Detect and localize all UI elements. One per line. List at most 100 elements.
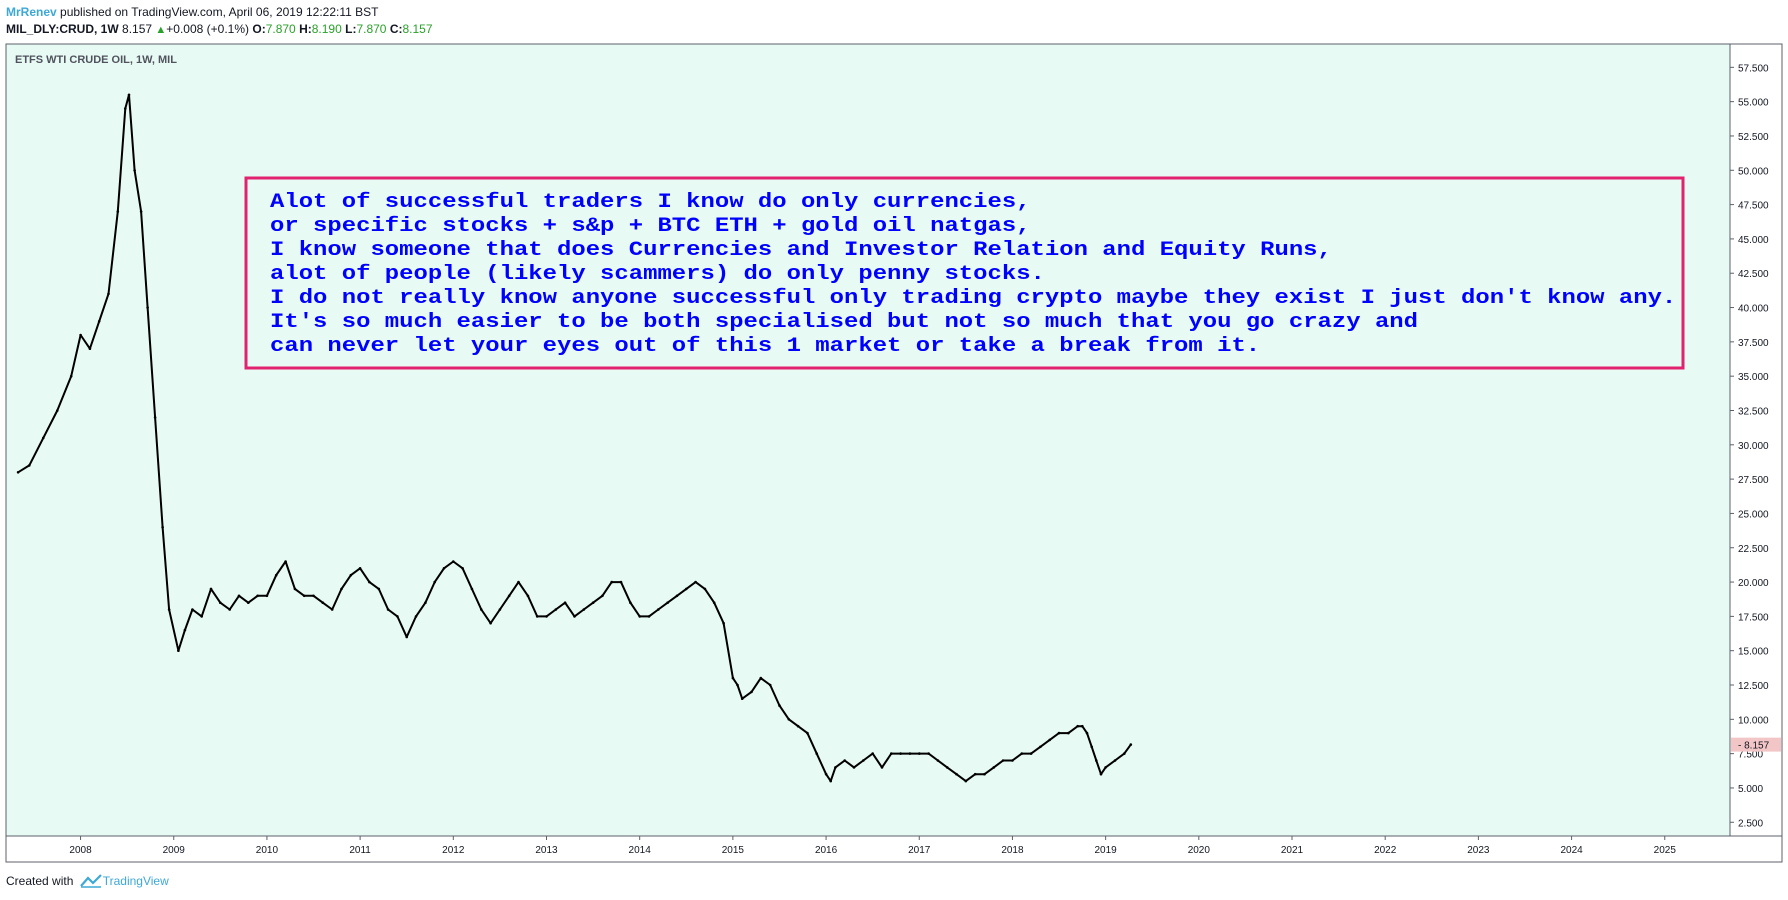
annotation-line: I know someone that does Currencies and … xyxy=(270,239,1332,262)
annotation-line: It's so much easier to be both specialis… xyxy=(270,311,1418,334)
high-value: 8.190 xyxy=(311,22,342,36)
annotation-box[interactable] xyxy=(244,176,1685,370)
price-point xyxy=(759,676,763,680)
time-tick-label: 2010 xyxy=(256,845,279,856)
annotation-line: Alot of successful traders I know do onl… xyxy=(270,191,1031,214)
last-price-tag: - 8.157 xyxy=(1731,737,1781,752)
price-point xyxy=(167,608,171,611)
price-point xyxy=(750,690,753,694)
price-point xyxy=(349,573,353,577)
price-tick-label: 47.500 xyxy=(1738,201,1769,212)
price-point xyxy=(28,464,31,467)
price-point xyxy=(666,601,669,604)
price-point xyxy=(964,779,968,783)
high-label: H: xyxy=(299,22,312,36)
price-point xyxy=(591,601,595,604)
price-point xyxy=(554,608,558,611)
price-point xyxy=(507,594,511,598)
created-with: Created with xyxy=(6,874,74,888)
time-tick-label: 2022 xyxy=(1374,845,1397,856)
price-point xyxy=(183,628,187,632)
price-point xyxy=(133,169,136,172)
price-point xyxy=(139,210,143,213)
price-point xyxy=(629,601,632,604)
price-point xyxy=(16,471,20,474)
price-point xyxy=(768,683,772,687)
price-point xyxy=(545,615,548,618)
price-tick-label: 7.500 xyxy=(1738,750,1763,761)
price-point xyxy=(1129,743,1133,746)
price-point xyxy=(703,587,707,591)
price-point xyxy=(191,608,194,611)
price-point xyxy=(146,306,149,309)
symbol-label: MIL_DLY:CRUD, 1W xyxy=(6,22,119,36)
price-point xyxy=(302,594,306,598)
plot-area[interactable] xyxy=(5,43,1731,837)
price-point xyxy=(834,766,837,769)
annotation-line: or specific stocks + s&p + BTC ETH + gol… xyxy=(270,215,1031,238)
price-point xyxy=(414,615,418,618)
price-point xyxy=(256,594,259,598)
price-series xyxy=(16,93,1133,783)
price-point xyxy=(927,752,930,755)
price-point xyxy=(498,608,502,611)
price-axis[interactable] xyxy=(1729,43,1783,837)
time-tick-label: 2009 xyxy=(163,845,186,856)
price-point xyxy=(806,731,809,735)
price-point xyxy=(657,608,660,611)
price-point xyxy=(526,594,530,598)
price-point xyxy=(815,752,818,755)
price-tick-label: 2.500 xyxy=(1738,818,1763,829)
price-point xyxy=(293,587,297,591)
price-point xyxy=(824,772,828,776)
price-tick-label: 30.000 xyxy=(1738,441,1769,452)
close-label: C: xyxy=(389,22,403,36)
price-point xyxy=(228,608,231,611)
price-point xyxy=(442,567,446,570)
time-tick-label: 2019 xyxy=(1095,845,1118,856)
tradingview-link[interactable]: TradingView xyxy=(102,874,169,888)
price-point xyxy=(829,779,832,783)
price-point xyxy=(992,766,996,769)
price-point xyxy=(722,621,725,625)
price-point xyxy=(1039,745,1042,749)
price-point xyxy=(973,772,977,776)
close-value: 8.157 xyxy=(402,22,433,36)
price-point xyxy=(871,752,874,755)
price-point xyxy=(601,594,604,598)
price-point xyxy=(647,615,651,618)
time-tick-label: 2014 xyxy=(629,845,652,856)
price-point xyxy=(573,615,576,618)
price-change: +0.008 (+0.1%) xyxy=(166,22,250,36)
price-point xyxy=(219,601,222,604)
last-price-tag-bg xyxy=(1731,737,1781,752)
price-point xyxy=(1057,731,1061,735)
price-tick-label: 22.500 xyxy=(1738,544,1769,555)
time-tick-label: 2008 xyxy=(69,845,92,856)
price-point xyxy=(368,580,371,584)
price-tick-label: 25.000 xyxy=(1738,509,1769,520)
annotation-text: Alot of successful traders I know do onl… xyxy=(270,191,1676,358)
price-point xyxy=(79,333,82,337)
price-point xyxy=(787,718,791,721)
price-point xyxy=(1020,752,1024,755)
price-point xyxy=(386,608,390,611)
price-tick-label: 5.000 xyxy=(1738,784,1763,795)
price-point xyxy=(284,560,287,563)
price-tick-label: 12.500 xyxy=(1738,681,1769,692)
author-link[interactable]: MrRenev xyxy=(6,5,57,19)
price-point xyxy=(321,601,325,604)
price-point xyxy=(42,436,45,440)
price-point xyxy=(1099,772,1103,776)
price-point xyxy=(1104,766,1107,769)
price-point xyxy=(945,766,949,769)
publish-header: MrRenev published on TradingView.com, Ap… xyxy=(6,4,378,20)
time-axis[interactable] xyxy=(5,835,1783,863)
price-tick-label: 55.000 xyxy=(1738,98,1769,109)
last-price-tag-label: - 8.157 xyxy=(1738,741,1770,752)
price-point xyxy=(778,704,781,707)
price-point xyxy=(452,560,455,563)
price-point xyxy=(899,752,902,755)
price-point xyxy=(237,594,241,598)
